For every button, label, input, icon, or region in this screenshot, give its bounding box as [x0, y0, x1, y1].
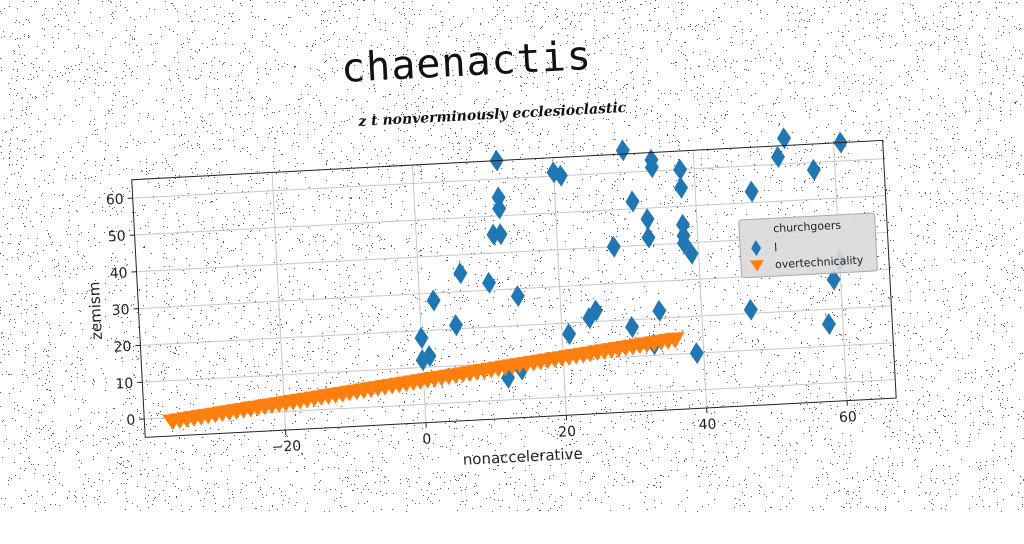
data-point-l — [562, 323, 577, 346]
legend: churchgoers l overtechnicality — [739, 213, 878, 278]
y-tick-label: 30 — [111, 302, 130, 319]
y-tick-label: 20 — [113, 339, 132, 356]
grid-lines — [132, 140, 896, 437]
data-point-l — [674, 177, 689, 200]
data-point-l — [640, 208, 655, 231]
data-point-l — [743, 298, 758, 321]
x-tick-label: 0 — [422, 431, 432, 447]
x-tick-label: 20 — [558, 424, 577, 441]
data-point-l — [821, 313, 836, 336]
x-tick-label: 40 — [698, 416, 717, 433]
grid-line-y — [133, 159, 884, 198]
data-point-l — [448, 314, 463, 337]
data-point-l — [453, 262, 468, 285]
data-point-l — [744, 180, 759, 203]
x-tick-label: 60 — [839, 409, 858, 426]
y-tick-label: 60 — [106, 192, 125, 209]
y-axis-label: zemism — [85, 281, 106, 340]
data-point-l — [673, 158, 688, 181]
y-tick-label: 40 — [109, 265, 128, 282]
legend-label-l: l — [774, 241, 778, 254]
y-tick-label: 0 — [126, 412, 136, 428]
data-point-l — [615, 139, 630, 162]
data-point-l — [689, 342, 704, 365]
x-tick-label: −20 — [271, 438, 301, 456]
data-point-l — [606, 235, 621, 258]
series-overtechnicality-points — [159, 332, 688, 431]
y-tick-label: 50 — [107, 228, 126, 245]
y-tick-label: 10 — [115, 376, 134, 393]
grid-line-y — [140, 306, 891, 345]
x-axis-label: nonaccelerative — [462, 445, 583, 469]
